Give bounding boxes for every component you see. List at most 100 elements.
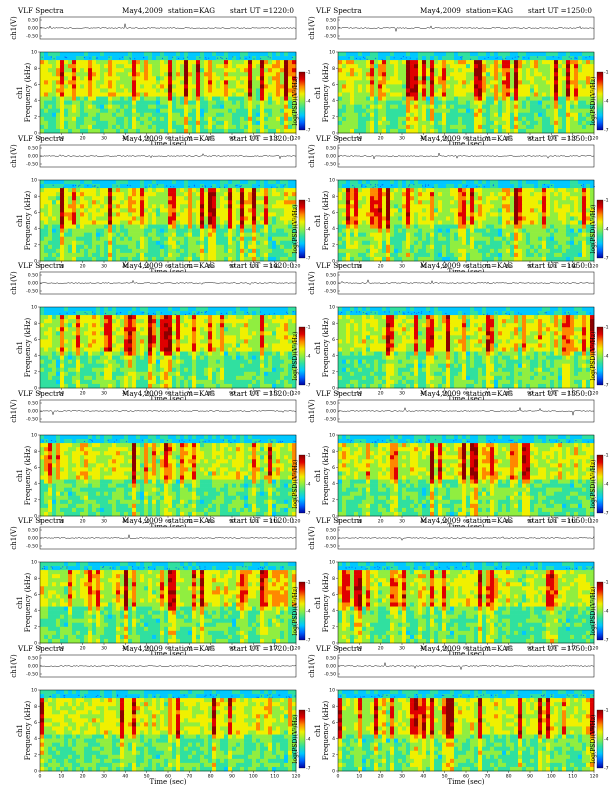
x-tick-label: 110 <box>568 518 577 524</box>
x-tick-label: 120 <box>292 263 301 269</box>
x-tick-label: 110 <box>270 136 279 142</box>
colorbar-tick-label: -1 <box>604 197 609 203</box>
waveform-axis-label: ch1(V) <box>308 271 316 295</box>
spectrogram-panel: VLF Spectra May4,2009 station=KAG start UT … <box>306 133 609 276</box>
panel-header: VLF Spectra May4,2009 station=KAG start UT … <box>18 6 300 16</box>
colorbar-tick-label: -7 <box>306 255 311 261</box>
wave-tick-label: 0.50 <box>28 528 38 534</box>
y-tick-label: 6 <box>332 720 335 726</box>
x-tick-label: 20 <box>80 263 86 269</box>
waveform-axis-label: ch1(V) <box>10 16 18 40</box>
colorbar: -1 -4 -7 log(PSD)(V²/Hz) <box>292 580 311 644</box>
panel-start-time: start UT =1320:0 <box>230 133 294 143</box>
x-tick-label: 90 <box>527 263 533 269</box>
colorbar-tick-label: -7 <box>604 765 609 771</box>
panel-header: VLF Spectra May4,2009 station=KAG start UT … <box>18 644 300 654</box>
colorbar-tick-label: -4 <box>604 481 609 487</box>
x-tick-label: 100 <box>249 518 258 524</box>
x-tick-label: 20 <box>80 518 86 524</box>
y-tick-label: 8 <box>34 703 37 709</box>
waveform-frame <box>39 654 297 677</box>
colorbar-tick-label: -7 <box>604 638 609 644</box>
y-tick-label: 0 <box>332 513 335 519</box>
panel-title: VLF Spectra <box>316 261 362 270</box>
wave-tick-label: 0.50 <box>28 655 38 661</box>
x-tick-label: 60 <box>463 391 469 397</box>
x-tick-label: 50 <box>442 518 448 524</box>
x-tick-label: 40 <box>420 263 426 269</box>
x-tick-label: 0 <box>337 391 340 397</box>
x-tick-label: 80 <box>506 136 512 142</box>
x-tick-label: 60 <box>165 518 171 524</box>
x-tick-label: 20 <box>378 518 384 524</box>
panel-station: station=KAG <box>168 261 216 270</box>
x-tick-label: 0 <box>39 518 42 524</box>
y-axis-label: Frequency (kHz) <box>322 700 330 760</box>
x-tick-label: 120 <box>292 646 301 652</box>
channel-label: ch1 <box>16 724 24 737</box>
y-tick-label: 2 <box>332 752 335 758</box>
waveform-axis-label: ch1(V) <box>10 654 18 678</box>
spectrogram-panel: VLF Spectra May4,2009 station=KAG start UT … <box>8 133 311 276</box>
wave-tick-label: 0.50 <box>326 273 336 279</box>
x-tick-label: 40 <box>420 518 426 524</box>
x-tick-label: 90 <box>527 391 533 397</box>
x-tick-label: 30 <box>399 518 405 524</box>
channel-label: ch1 <box>314 341 322 354</box>
wave-tick-label: 0.00 <box>326 536 336 542</box>
y-axis-label: Frequency (kHz) <box>322 190 330 250</box>
x-tick-label: 50 <box>144 391 150 397</box>
y-tick-label: 8 <box>332 321 335 327</box>
colorbar-tick-label: -7 <box>604 128 609 134</box>
wave-tick-label: -0.50 <box>324 416 336 422</box>
waveform-strip: 0.50 0.00 -0.50 ch1(V) <box>308 526 595 550</box>
x-tick-label: 120 <box>590 646 599 652</box>
x-tick-label: 60 <box>463 136 469 142</box>
colorbar: -1 -4 -7 log(PSD)(V²/Hz) <box>590 707 609 771</box>
y-tick-label: 8 <box>332 448 335 454</box>
y-tick-label: 6 <box>34 720 37 726</box>
x-tick-label: 120 <box>590 518 599 524</box>
panel-station: station=KAG <box>466 133 514 143</box>
colorbar-label: log(PSD)(V²/Hz) <box>590 332 597 381</box>
x-tick-label: 30 <box>399 646 405 652</box>
x-tick-label: 110 <box>270 518 279 524</box>
panel-date: May4,2009 <box>420 261 461 270</box>
wave-tick-label: 0.00 <box>326 281 336 287</box>
wave-tick-label: -0.50 <box>26 161 38 167</box>
x-axis-label: Time (sec) <box>149 395 186 403</box>
x-axis-label: Time (sec) <box>149 268 186 276</box>
panel-start-time: start UT =1550:0 <box>528 388 592 398</box>
x-tick-label: 40 <box>122 773 128 779</box>
x-tick-label: 120 <box>590 773 599 779</box>
wave-tick-label: -0.50 <box>26 289 38 295</box>
x-tick-label: 70 <box>484 518 490 524</box>
colorbar-tick-label: -1 <box>306 452 311 458</box>
y-tick-label: 10 <box>329 560 335 566</box>
panel-title: VLF Spectra <box>18 261 64 270</box>
colorbar-label: log(PSD)(V²/Hz) <box>292 587 299 636</box>
waveform-trace <box>337 279 595 284</box>
panel-header: VLF Spectra May4,2009 station=KAG start UT … <box>316 516 598 526</box>
x-tick-label: 40 <box>420 773 426 779</box>
x-tick-label: 90 <box>229 646 235 652</box>
panel-start-time: start UT =1350:0 <box>528 133 592 143</box>
colorbar: -1 -4 -7 log(PSD)(V²/Hz) <box>292 197 311 261</box>
panel-title: VLF Spectra <box>316 643 362 653</box>
colorbar-tick-label: -4 <box>306 354 311 360</box>
colorbar: -1 -4 -7 log(PSD)(V²/Hz) <box>590 325 609 389</box>
panel-station: station=KAG <box>168 643 216 653</box>
channel-label: ch1 <box>314 469 322 482</box>
x-tick-label: 10 <box>356 518 362 524</box>
x-tick-label: 100 <box>249 136 258 142</box>
x-tick-label: 10 <box>356 391 362 397</box>
colorbar: -1 -4 -7 log(PSD)(V²/Hz) <box>292 452 311 516</box>
